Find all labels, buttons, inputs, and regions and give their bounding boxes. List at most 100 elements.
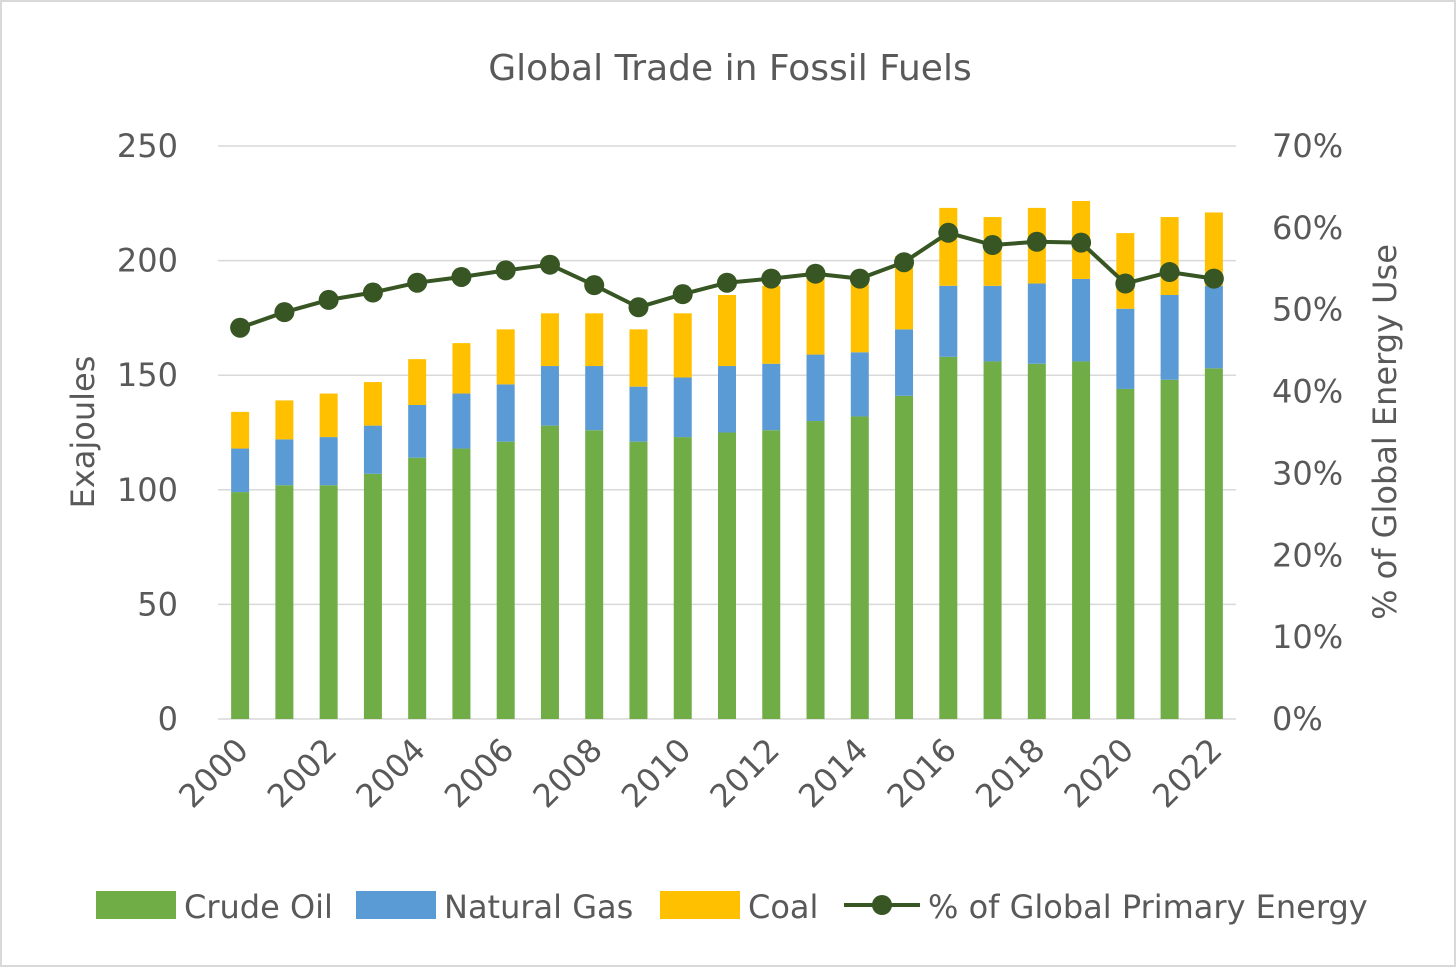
point-primary-energy-2014: [849, 268, 870, 289]
point-primary-energy-2019: [1071, 232, 1092, 253]
bar-coal-2022: [1204, 212, 1223, 286]
bar-crude-oil-2017: [983, 361, 1002, 719]
bar-natural-gas-2013: [806, 354, 825, 422]
point-primary-energy-2016: [938, 222, 959, 243]
legend-swatch-crude-oil: [96, 891, 176, 919]
bar-coal-2016: [939, 207, 958, 286]
bar-crude-oil-2003: [363, 473, 382, 719]
x-tick-label-2008: 2008: [525, 731, 609, 815]
y2-tick-label: 20%: [1272, 536, 1343, 574]
bar-coal-2014: [850, 276, 869, 353]
y-tick-label: 200: [117, 242, 178, 280]
bar-coal-2006: [496, 329, 515, 385]
bar-crude-oil-2022: [1204, 368, 1223, 719]
bar-natural-gas-2009: [629, 386, 648, 442]
y-tick-label: 0: [158, 700, 178, 738]
bar-natural-gas-2022: [1204, 285, 1223, 369]
y2-tick-label: 10%: [1272, 618, 1343, 656]
x-tick-label-2002: 2002: [260, 731, 344, 815]
bar-coal-2002: [319, 393, 338, 438]
legend: Crude Oil Natural Gas Coal % of Global P…: [96, 888, 1368, 926]
y-axis-ticks: 0 50 100 150 200 250: [117, 127, 178, 738]
point-primary-energy-2011: [717, 272, 737, 293]
x-tick-label-2004: 2004: [348, 731, 432, 815]
y-tick-label: 250: [117, 127, 178, 165]
bar-natural-gas-2003: [363, 425, 382, 474]
bar-coal-2004: [408, 359, 427, 405]
legend-swatch-coal: [660, 891, 740, 919]
y2-tick-label: 70%: [1272, 127, 1343, 165]
bar-crude-oil-2009: [629, 441, 648, 719]
x-axis-ticks: 2000 2002 2004 2006 2008 2010 2012 2014 2016 2018…: [171, 731, 1229, 815]
x-tick-label-2006: 2006: [437, 731, 521, 815]
point-primary-energy-2021: [1159, 262, 1180, 283]
bar-natural-gas-2011: [718, 366, 736, 433]
point-primary-energy-2018: [1026, 231, 1047, 252]
bar-natural-gas-2021: [1160, 294, 1179, 380]
bar-natural-gas-2018: [1027, 283, 1046, 364]
bar-crude-oil-2006: [496, 441, 515, 719]
bar-crude-oil-2019: [1072, 361, 1091, 719]
point-primary-energy-2007: [539, 254, 560, 275]
chart-title: Global Trade in Fossil Fuels: [488, 48, 971, 89]
y2-tick-label: 50%: [1272, 291, 1343, 329]
bar-natural-gas-2002: [319, 437, 338, 486]
bar-natural-gas-2020: [1116, 308, 1135, 389]
bar-coal-2001: [275, 400, 294, 440]
y2-axis-ticks: 0% 10% 20% 30% 40% 50% 60% 70%: [1272, 127, 1343, 738]
legend-marker-primary-energy: [872, 895, 892, 915]
bar-crude-oil-2011: [718, 432, 736, 719]
bar-coal-2012: [762, 285, 781, 364]
x-tick-label-2014: 2014: [791, 731, 875, 815]
bar-crude-oil-2012: [762, 430, 781, 719]
bar-coal-2020: [1116, 233, 1135, 309]
bar-natural-gas-2019: [1072, 278, 1091, 362]
bar-natural-gas-2012: [762, 363, 781, 431]
x-tick-label-2010: 2010: [614, 731, 698, 815]
point-primary-energy-2004: [407, 272, 428, 293]
bar-coal-2000: [231, 411, 250, 449]
bar-coal-2009: [629, 329, 648, 387]
x-tick-label-2012: 2012: [702, 731, 786, 815]
point-primary-energy-2006: [495, 260, 516, 281]
bar-coal-2007: [540, 313, 559, 367]
bar-crude-oil-2016: [939, 356, 958, 719]
y2-tick-label: 40%: [1272, 373, 1343, 411]
bar-natural-gas-2007: [540, 366, 559, 426]
y2-tick-label: 60%: [1272, 209, 1343, 247]
bar-crude-oil-2013: [806, 421, 825, 719]
bar-crude-oil-2020: [1116, 388, 1135, 719]
legend-label-natural-gas: Natural Gas: [444, 888, 633, 926]
bar-natural-gas-2008: [585, 366, 604, 431]
bar-crude-oil-2015: [895, 395, 914, 719]
legend-label-crude-oil: Crude Oil: [184, 888, 333, 926]
x-tick-label-2000: 2000: [171, 731, 255, 815]
x-tick-label-2020: 2020: [1057, 731, 1141, 815]
bar-crude-oil-2000: [231, 492, 250, 719]
bar-natural-gas-2014: [850, 352, 869, 417]
bar-crude-oil-2005: [452, 448, 471, 719]
y-axis-title: Exajoules: [64, 356, 102, 509]
bar-crude-oil-2007: [540, 425, 559, 719]
bar-crude-oil-2018: [1027, 363, 1046, 719]
bar-coal-2003: [363, 382, 382, 426]
bar-natural-gas-2015: [895, 329, 914, 396]
line-series: [230, 222, 1224, 338]
x-tick-label-2022: 2022: [1145, 731, 1229, 815]
legend-label-primary-energy: % of Global Primary Energy: [928, 888, 1368, 926]
bar-coal-2015: [895, 256, 914, 330]
bar-crude-oil-2001: [275, 485, 294, 719]
y2-tick-label: 0%: [1272, 700, 1323, 738]
point-primary-energy-2001: [274, 302, 295, 323]
bar-natural-gas-2006: [496, 384, 515, 442]
bar-crude-oil-2002: [319, 485, 338, 719]
bar-crude-oil-2014: [850, 416, 869, 719]
point-primary-energy-2008: [584, 275, 605, 296]
bar-coal-2005: [452, 343, 471, 394]
bar-crude-oil-2021: [1160, 379, 1179, 719]
point-primary-energy-2012: [761, 268, 782, 289]
y-tick-label: 100: [117, 471, 178, 509]
point-primary-energy-2009: [628, 297, 649, 318]
point-primary-energy-2022: [1203, 268, 1224, 289]
